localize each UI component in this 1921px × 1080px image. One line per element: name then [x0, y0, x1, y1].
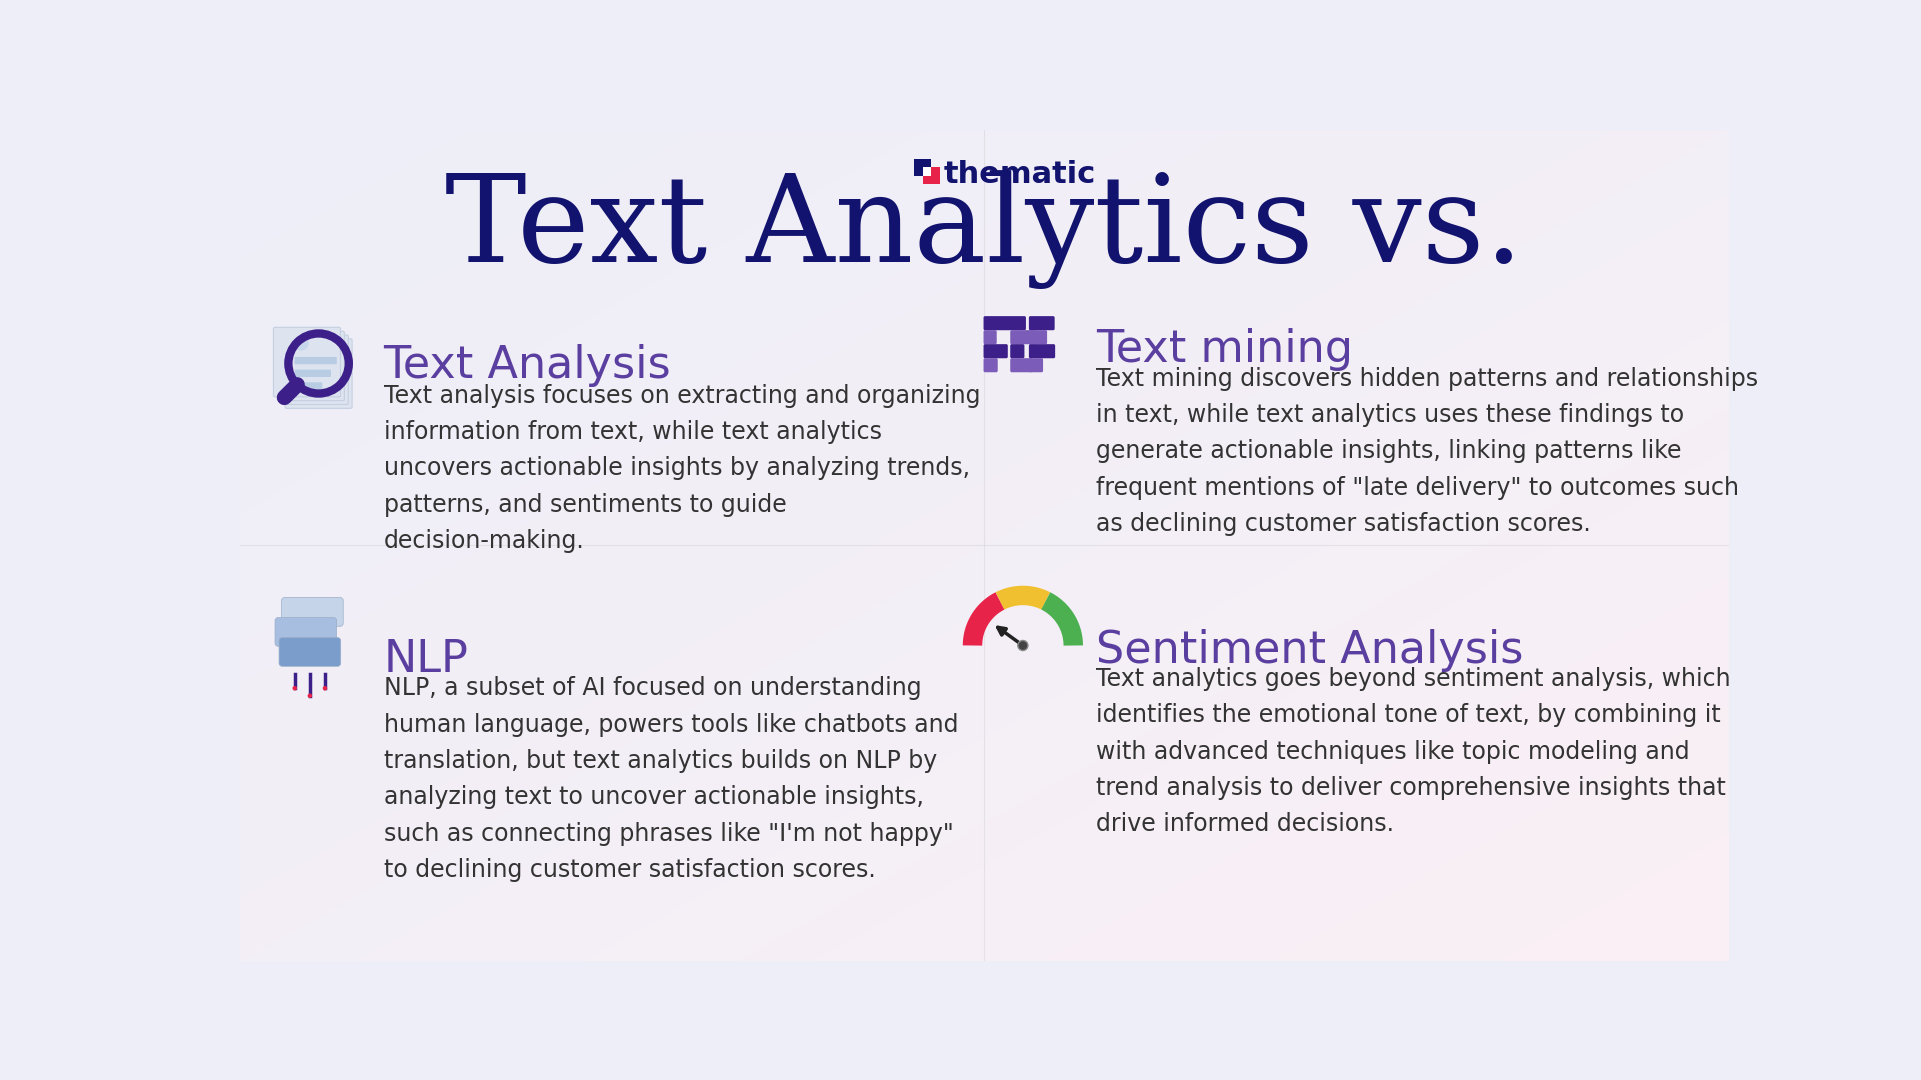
Text: Text analysis focuses on extracting and organizing
information from text, while : Text analysis focuses on extracting and …: [384, 383, 980, 553]
FancyBboxPatch shape: [294, 369, 330, 377]
FancyBboxPatch shape: [1010, 345, 1024, 359]
FancyBboxPatch shape: [282, 597, 344, 626]
Circle shape: [294, 336, 309, 351]
FancyBboxPatch shape: [294, 357, 336, 364]
FancyBboxPatch shape: [1010, 316, 1026, 330]
FancyBboxPatch shape: [1030, 345, 1055, 359]
FancyBboxPatch shape: [1030, 359, 1043, 373]
Polygon shape: [914, 159, 932, 176]
FancyBboxPatch shape: [1030, 316, 1055, 330]
Text: Sentiment Analysis: Sentiment Analysis: [1097, 629, 1523, 672]
FancyBboxPatch shape: [279, 637, 340, 666]
FancyBboxPatch shape: [984, 359, 997, 373]
FancyBboxPatch shape: [284, 339, 352, 408]
Text: Text analytics goes beyond sentiment analysis, which
identifies the emotional to: Text analytics goes beyond sentiment ana…: [1097, 667, 1731, 836]
FancyBboxPatch shape: [294, 382, 323, 390]
Circle shape: [323, 686, 327, 690]
FancyBboxPatch shape: [1010, 359, 1032, 373]
Circle shape: [1018, 640, 1028, 650]
Circle shape: [307, 693, 311, 698]
FancyBboxPatch shape: [984, 330, 997, 345]
FancyBboxPatch shape: [277, 332, 344, 401]
FancyBboxPatch shape: [1030, 330, 1047, 345]
Text: Text Analytics vs.: Text Analytics vs.: [446, 171, 1523, 289]
Text: NLP: NLP: [384, 638, 469, 680]
FancyBboxPatch shape: [984, 316, 1012, 330]
Text: thematic: thematic: [943, 160, 1095, 189]
FancyBboxPatch shape: [273, 327, 340, 396]
Text: Text mining: Text mining: [1097, 328, 1354, 372]
FancyBboxPatch shape: [1010, 330, 1035, 345]
Text: Text mining discovers hidden patterns and relationships
in text, while text anal: Text mining discovers hidden patterns an…: [1097, 367, 1758, 536]
Text: NLP, a subset of AI focused on understanding
human language, powers tools like c: NLP, a subset of AI focused on understan…: [384, 676, 959, 882]
Text: Text Analysis: Text Analysis: [384, 343, 670, 387]
FancyBboxPatch shape: [275, 618, 336, 646]
Polygon shape: [922, 167, 932, 176]
FancyBboxPatch shape: [984, 345, 1009, 359]
FancyBboxPatch shape: [280, 335, 348, 405]
Circle shape: [292, 686, 298, 690]
Polygon shape: [922, 167, 939, 185]
